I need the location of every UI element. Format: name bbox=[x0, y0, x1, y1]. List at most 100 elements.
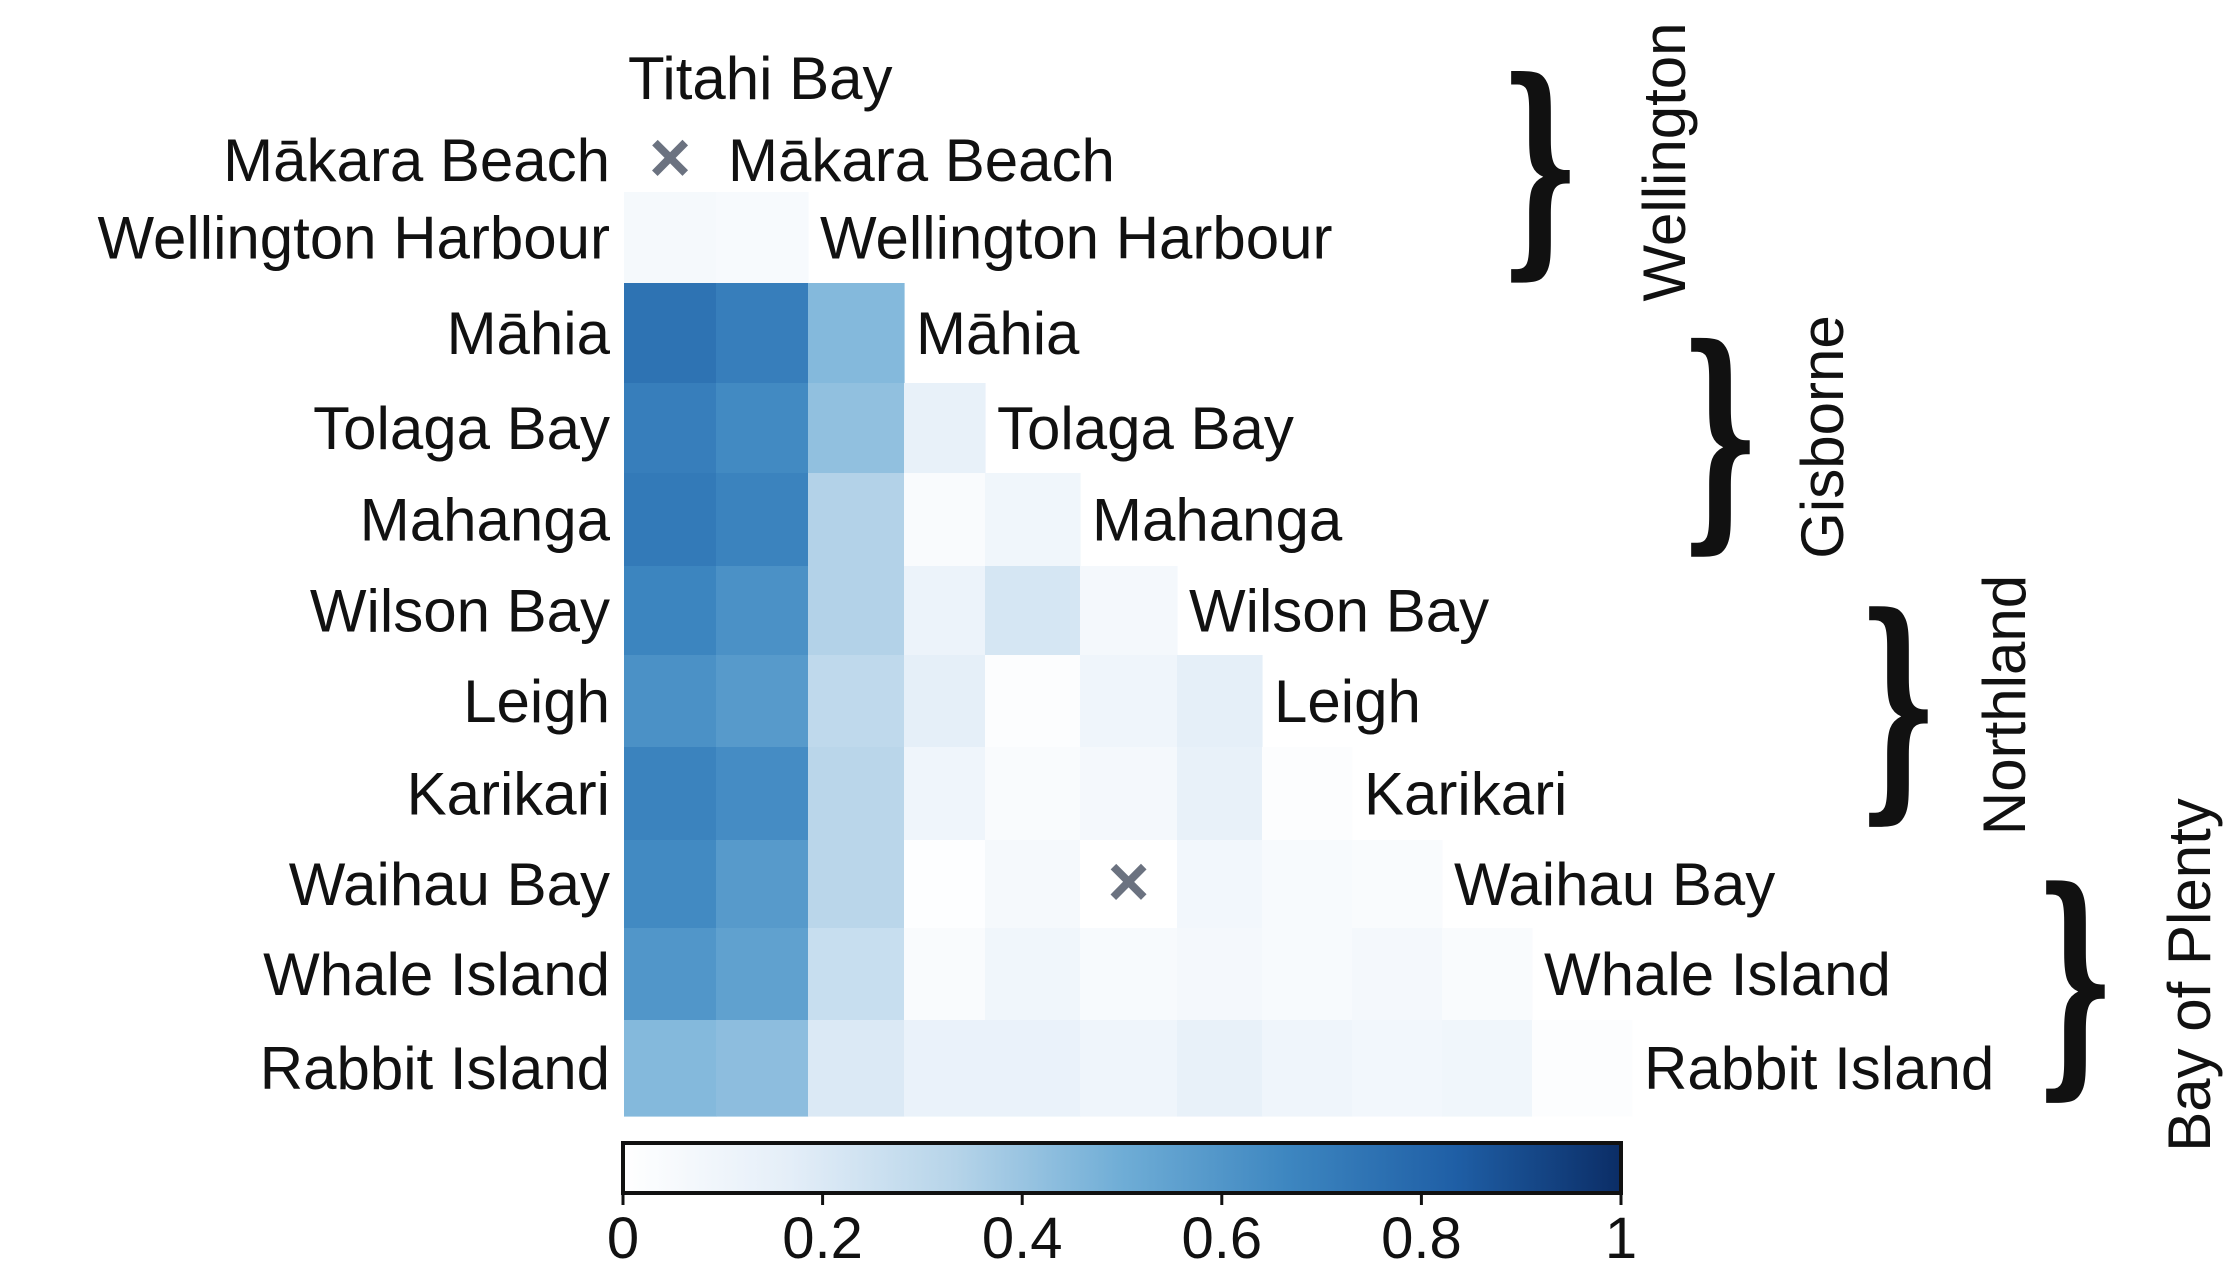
diagonal-label-wilson-bay: Wilson Bay bbox=[1189, 578, 1489, 645]
heatmap-cell-karikari-leigh bbox=[1262, 747, 1353, 841]
not-significant-marker: × bbox=[1107, 842, 1149, 922]
heatmap-cell-tolaga-bay-mahia bbox=[904, 383, 986, 474]
heatmap-cell-waihau-bay-wilson-bay bbox=[1177, 840, 1263, 929]
heatmap-cell-rabbit-island-wilson-bay bbox=[1177, 1020, 1263, 1117]
brace-icon: } bbox=[1858, 564, 1938, 845]
heatmap-cell-whale-island-mahia bbox=[904, 928, 986, 1021]
region-label-northland: Northland bbox=[1971, 575, 2038, 835]
region-group-bay-of-plenty: } Bay of Plenty bbox=[2035, 798, 2223, 1152]
region-label-wellington: Wellington bbox=[1631, 22, 1698, 301]
heatmap-cell-mahanga-titahi-bay bbox=[624, 473, 717, 567]
colorbar-tick-label: 0.4 bbox=[982, 1206, 1063, 1271]
heatmap-cell-leigh-mahanga bbox=[1080, 655, 1178, 748]
heatmap-cell-mahia-makara-beach bbox=[716, 283, 809, 384]
heatmap-cell-waihau-bay-leigh bbox=[1262, 840, 1353, 929]
diagonal-label-titahi-bay: Titahi Bay bbox=[628, 45, 893, 112]
heatmap-cell-wilson-bay-wellington-harbour bbox=[808, 566, 905, 656]
diagonal-label-wellington-harbour: Wellington Harbour bbox=[820, 205, 1333, 272]
diagonal-label-whale-island: Whale Island bbox=[1544, 941, 1891, 1008]
heatmap-cell-karikari-mahia bbox=[904, 747, 986, 841]
not-significant-markers: ×× bbox=[649, 118, 1150, 922]
row-label-tolaga-bay: Tolaga Bay bbox=[313, 395, 610, 462]
heatmap-cell-rabbit-island-makara-beach bbox=[716, 1020, 809, 1117]
row-label-karikari: Karikari bbox=[407, 761, 610, 828]
colorbar-tick-label: 1 bbox=[1605, 1206, 1637, 1271]
diagonal-site-labels: Titahi Bay Mākara Beach Wellington Harbour… bbox=[628, 45, 1994, 1102]
row-label-mahia: Māhia bbox=[447, 300, 611, 367]
heatmap-cell-rabbit-island-mahia bbox=[904, 1020, 986, 1117]
heatmap-cell-waihau-bay-tolaga-bay bbox=[985, 840, 1081, 929]
colorbar-ticks: 0 0.2 0.4 0.6 0.8 1 bbox=[607, 1193, 1637, 1271]
heatmap-cell-whale-island-wilson-bay bbox=[1177, 928, 1263, 1021]
heatmap-cell-mahanga-mahia bbox=[904, 473, 986, 567]
heatmap-cell-tolaga-bay-makara-beach bbox=[716, 383, 809, 474]
heatmap-cell-whale-island-waihau-bay bbox=[1442, 928, 1533, 1021]
heatmap-cell-whale-island-tolaga-bay bbox=[985, 928, 1081, 1021]
heatmap-cell-wilson-bay-titahi-bay bbox=[624, 566, 717, 656]
heatmap-cell-rabbit-island-whale-island bbox=[1532, 1020, 1633, 1117]
heatmap-cell-whale-island-wellington-harbour bbox=[808, 928, 905, 1021]
heatmap-cell-wellington-harbour-makara-beach bbox=[716, 192, 809, 284]
heatmap-cell-waihau-bay-titahi-bay bbox=[624, 840, 717, 929]
heatmap-cell-whale-island-karikari bbox=[1352, 928, 1443, 1021]
diagonal-label-rabbit-island: Rabbit Island bbox=[1644, 1035, 1994, 1102]
heatmap-cell-whale-island-leigh bbox=[1262, 928, 1353, 1021]
heatmap-cell-leigh-tolaga-bay bbox=[985, 655, 1081, 748]
row-label-makara-beach: Mākara Beach bbox=[223, 127, 610, 194]
heatmap-cell-rabbit-island-tolaga-bay bbox=[985, 1020, 1081, 1117]
heatmap-cell-waihau-bay-wellington-harbour bbox=[808, 840, 905, 929]
heatmap-cell-mahanga-wellington-harbour bbox=[808, 473, 905, 567]
heatmap-cell-leigh-titahi-bay bbox=[624, 655, 717, 748]
heatmap-cell-leigh-wilson-bay bbox=[1177, 655, 1263, 748]
colorbar-tick-label: 0.2 bbox=[782, 1206, 863, 1271]
heatmap-cell-karikari-makara-beach bbox=[716, 747, 809, 841]
row-label-leigh: Leigh bbox=[463, 668, 610, 735]
colorbar-tick-label: 0.6 bbox=[1181, 1206, 1262, 1271]
heatmap-cell-tolaga-bay-wellington-harbour bbox=[808, 383, 905, 474]
diagonal-label-leigh: Leigh bbox=[1274, 668, 1421, 735]
heatmap-cell-wilson-bay-makara-beach bbox=[716, 566, 809, 656]
row-labels: Mākara Beach Wellington Harbour Māhia Tolag… bbox=[98, 127, 611, 1102]
heatmap-cell-rabbit-island-mahanga bbox=[1080, 1020, 1178, 1117]
colorbar-tick-label: 0 bbox=[607, 1206, 639, 1271]
row-label-wellington-harbour: Wellington Harbour bbox=[98, 205, 611, 272]
region-group-northland: } Northland bbox=[1858, 564, 2038, 845]
heatmap-cell-rabbit-island-wellington-harbour bbox=[808, 1020, 905, 1117]
heatmap-cell-rabbit-island-leigh bbox=[1262, 1020, 1353, 1117]
heatmap-cell-rabbit-island-titahi-bay bbox=[624, 1020, 717, 1117]
heatmap-cell-leigh-mahia bbox=[904, 655, 986, 748]
brace-icon: } bbox=[2035, 839, 2115, 1121]
heatmap-cell-waihau-bay-mahanga bbox=[1080, 840, 1178, 929]
not-significant-marker: × bbox=[649, 118, 691, 198]
colorbar: 0 0.2 0.4 0.6 0.8 1 bbox=[607, 1141, 1637, 1271]
heatmap-cell-whale-island-mahanga bbox=[1080, 928, 1178, 1021]
row-label-whale-island: Whale Island bbox=[263, 941, 610, 1008]
heatmap-cell-mahanga-tolaga-bay bbox=[985, 473, 1081, 567]
heatmap-cell-wilson-bay-tolaga-bay bbox=[985, 566, 1081, 656]
region-group-gisborne: } Gisborne bbox=[1680, 295, 1856, 574]
heatmap-cell-waihau-bay-karikari bbox=[1352, 840, 1443, 929]
heatmap-cell-karikari-tolaga-bay bbox=[985, 747, 1081, 841]
region-groups: } Wellington} Gisborne} Northland} Bay of Pl… bbox=[1500, 22, 2223, 1151]
heatmap-cell-karikari-titahi-bay bbox=[624, 747, 717, 841]
heatmap-cell-rabbit-island-waihau-bay bbox=[1442, 1020, 1533, 1117]
heatmap-cell-tolaga-bay-titahi-bay bbox=[624, 383, 717, 474]
brace-icon: } bbox=[1500, 30, 1580, 299]
heatmap-cell-makara-beach-titahi-bay bbox=[624, 128, 717, 193]
heatmap-cell-karikari-wellington-harbour bbox=[808, 747, 905, 841]
heatmap-cell-waihau-bay-mahia bbox=[904, 840, 986, 929]
diagonal-label-tolaga-bay: Tolaga Bay bbox=[997, 395, 1294, 462]
heatmap-cells bbox=[624, 128, 1633, 1117]
brace-icon: } bbox=[1680, 295, 1760, 574]
heatmap-cell-rabbit-island-karikari bbox=[1352, 1020, 1443, 1117]
row-label-waihau-bay: Waihau Bay bbox=[289, 851, 610, 918]
row-label-wilson-bay: Wilson Bay bbox=[310, 578, 610, 645]
heatmap-cell-mahia-titahi-bay bbox=[624, 283, 717, 384]
colorbar-tick-label: 0.8 bbox=[1381, 1206, 1462, 1271]
heatmap-cell-wellington-harbour-titahi-bay bbox=[624, 192, 717, 284]
heatmap-cell-whale-island-titahi-bay bbox=[624, 928, 717, 1021]
heatmap-cell-wilson-bay-mahia bbox=[904, 566, 986, 656]
heatmap-cell-wilson-bay-mahanga bbox=[1080, 566, 1178, 656]
heatmap-cell-waihau-bay-makara-beach bbox=[716, 840, 809, 929]
heatmap-cell-mahia-wellington-harbour bbox=[808, 283, 905, 384]
